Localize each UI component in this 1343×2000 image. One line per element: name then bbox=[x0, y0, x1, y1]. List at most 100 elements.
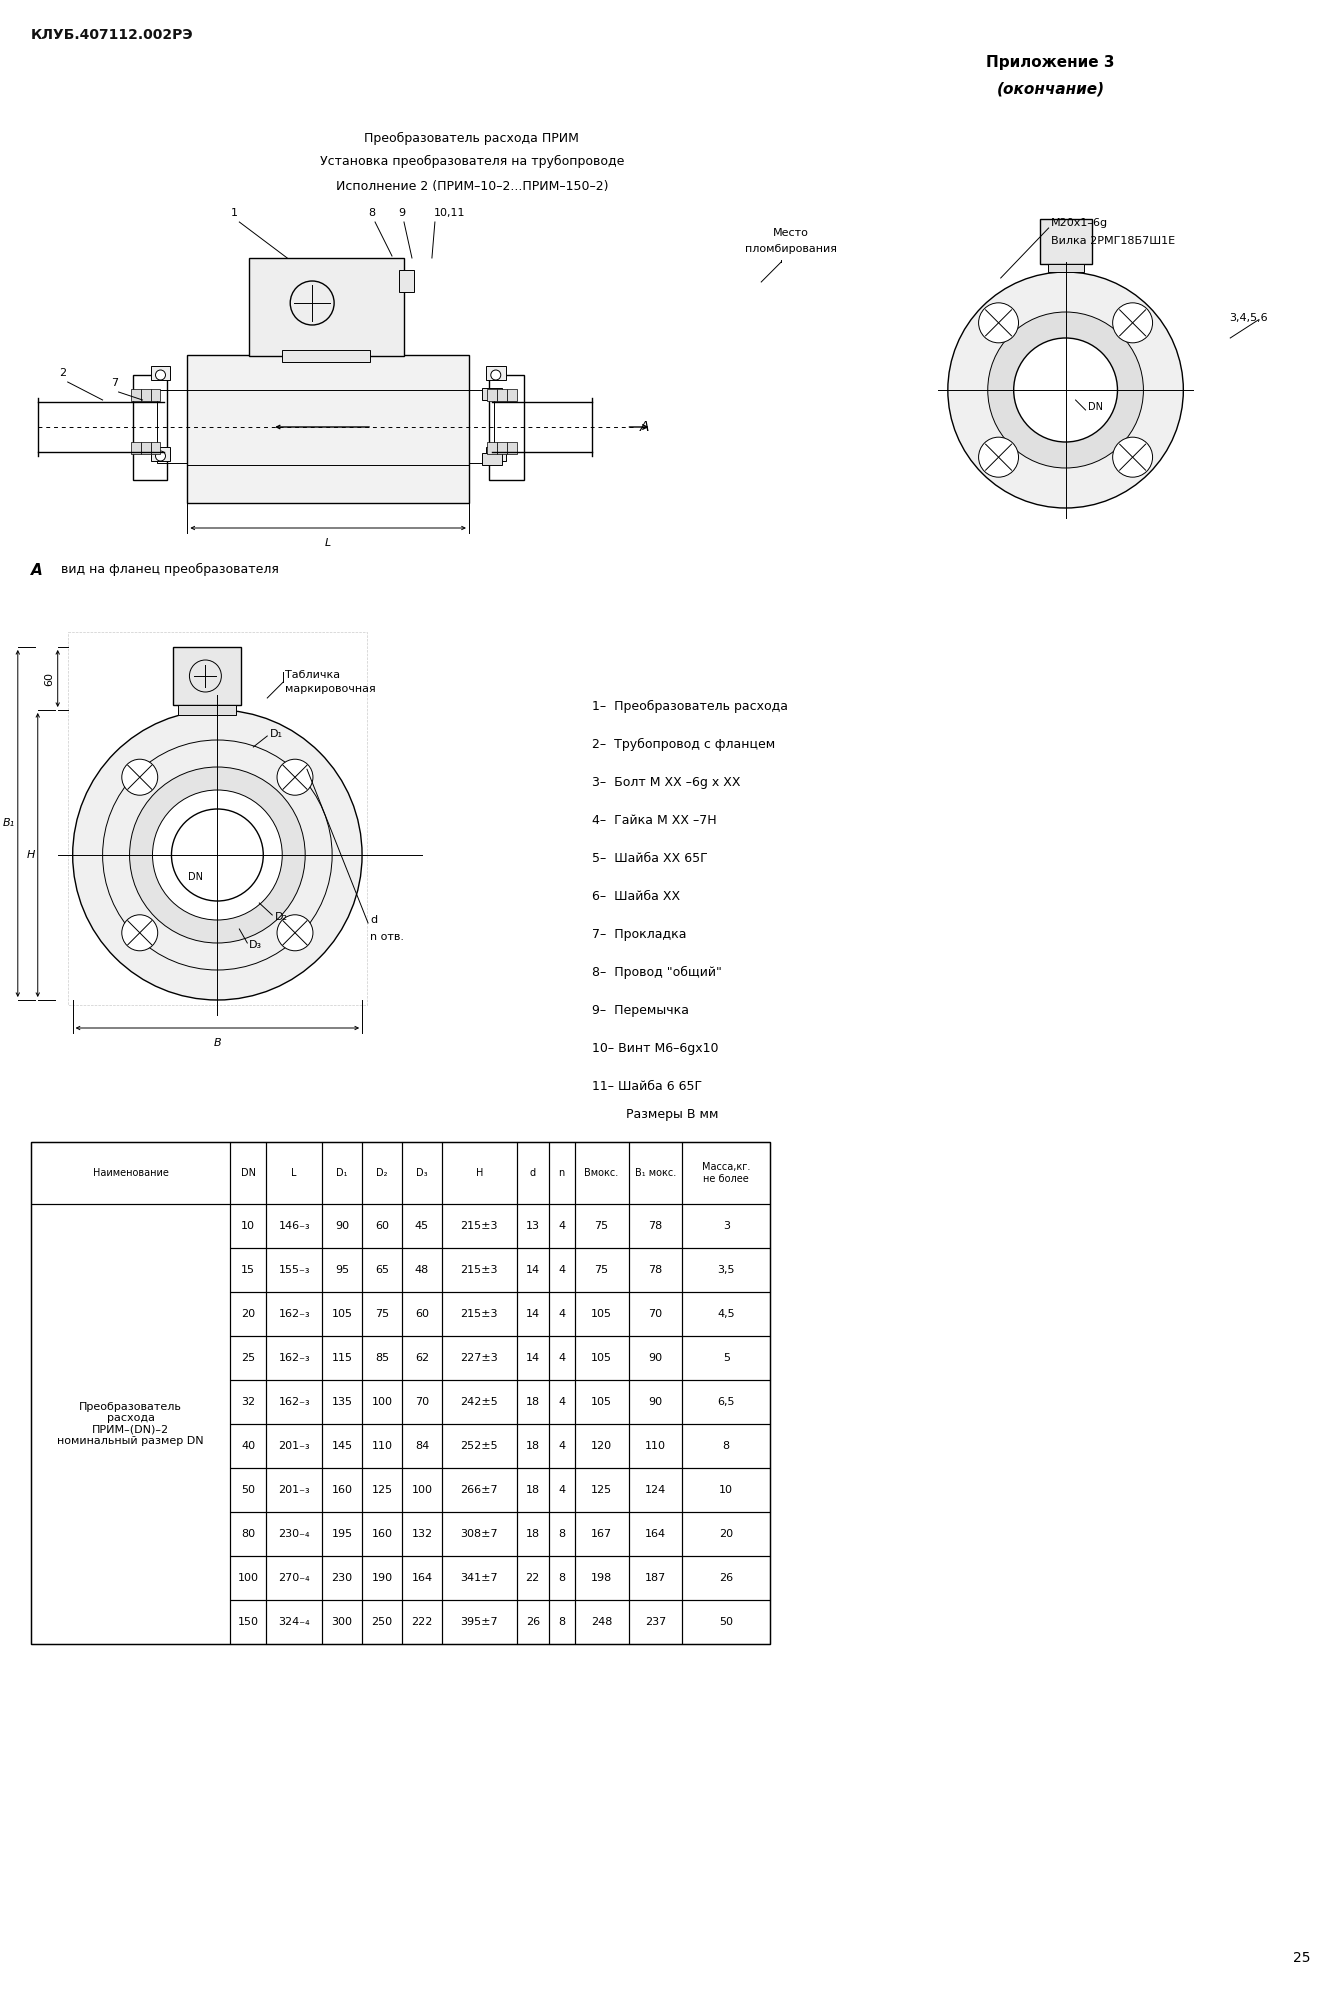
Text: 230: 230 bbox=[332, 1572, 353, 1584]
Text: 242±5: 242±5 bbox=[461, 1396, 498, 1408]
Bar bbox=[402, 1292, 442, 1336]
Text: 18: 18 bbox=[525, 1396, 540, 1408]
Bar bbox=[442, 1142, 517, 1204]
Bar bbox=[682, 1380, 770, 1424]
Text: 65: 65 bbox=[375, 1266, 389, 1276]
Text: 90: 90 bbox=[649, 1352, 662, 1364]
Bar bbox=[282, 350, 371, 362]
Text: 62: 62 bbox=[415, 1352, 428, 1364]
Text: 95: 95 bbox=[334, 1266, 349, 1276]
Text: 250: 250 bbox=[372, 1616, 392, 1628]
Bar bbox=[402, 1556, 442, 1600]
Bar bbox=[549, 1336, 575, 1380]
Bar bbox=[231, 1512, 266, 1556]
Bar bbox=[517, 1424, 549, 1468]
Bar bbox=[363, 1142, 402, 1204]
Bar bbox=[1048, 264, 1084, 272]
Text: 162₋₃: 162₋₃ bbox=[278, 1396, 310, 1408]
Bar bbox=[442, 1512, 517, 1556]
Text: 395±7: 395±7 bbox=[461, 1616, 498, 1628]
Bar bbox=[682, 1336, 770, 1380]
Bar bbox=[363, 1556, 402, 1600]
Text: 248: 248 bbox=[591, 1616, 612, 1628]
Bar bbox=[482, 388, 502, 400]
Text: 227±3: 227±3 bbox=[461, 1352, 498, 1364]
Text: 90: 90 bbox=[334, 1220, 349, 1230]
Circle shape bbox=[277, 760, 313, 796]
Bar bbox=[130, 442, 141, 454]
Circle shape bbox=[73, 710, 363, 1000]
Bar bbox=[517, 1142, 549, 1204]
Text: 20: 20 bbox=[720, 1528, 733, 1540]
Text: d: d bbox=[529, 1168, 536, 1178]
Circle shape bbox=[153, 790, 282, 920]
Bar bbox=[469, 390, 494, 464]
Text: 162₋₃: 162₋₃ bbox=[278, 1352, 310, 1364]
Text: 75: 75 bbox=[595, 1266, 608, 1276]
Circle shape bbox=[979, 302, 1018, 342]
Bar bbox=[682, 1142, 770, 1204]
Bar bbox=[682, 1556, 770, 1600]
Text: 160: 160 bbox=[332, 1484, 353, 1496]
Bar bbox=[549, 1556, 575, 1600]
Circle shape bbox=[122, 914, 157, 950]
Circle shape bbox=[948, 272, 1183, 508]
Text: n: n bbox=[559, 1168, 565, 1178]
Bar bbox=[517, 1468, 549, 1512]
Text: H: H bbox=[27, 850, 35, 860]
Bar bbox=[179, 706, 236, 716]
Bar bbox=[231, 1556, 266, 1600]
Bar bbox=[486, 448, 506, 462]
Text: 125: 125 bbox=[591, 1484, 612, 1496]
Circle shape bbox=[122, 760, 157, 796]
Text: 10: 10 bbox=[720, 1484, 733, 1496]
Text: 1: 1 bbox=[231, 208, 238, 218]
Text: Приложение 3: Приложение 3 bbox=[986, 54, 1115, 70]
Bar bbox=[363, 1424, 402, 1468]
Text: 4: 4 bbox=[559, 1308, 565, 1320]
Text: маркировочная: маркировочная bbox=[285, 684, 376, 694]
Text: 90: 90 bbox=[649, 1396, 662, 1408]
Bar bbox=[575, 1424, 629, 1468]
Text: 15: 15 bbox=[242, 1266, 255, 1276]
Bar bbox=[231, 1292, 266, 1336]
Text: 26: 26 bbox=[720, 1572, 733, 1584]
Text: 8: 8 bbox=[723, 1440, 729, 1452]
Text: 8: 8 bbox=[559, 1572, 565, 1584]
Text: 198: 198 bbox=[591, 1572, 612, 1584]
Text: 164: 164 bbox=[645, 1528, 666, 1540]
Text: 75: 75 bbox=[595, 1220, 608, 1230]
Text: 132: 132 bbox=[411, 1528, 432, 1540]
Text: 6,5: 6,5 bbox=[717, 1396, 735, 1408]
Text: 2–  Трубопровод с фланцем: 2– Трубопровод с фланцем bbox=[591, 738, 775, 752]
Bar bbox=[497, 442, 506, 454]
Text: 85: 85 bbox=[375, 1352, 389, 1364]
Text: 32: 32 bbox=[242, 1396, 255, 1408]
Text: Bмокс.: Bмокс. bbox=[584, 1168, 619, 1178]
Text: 201₋₃: 201₋₃ bbox=[278, 1440, 310, 1452]
Text: 8: 8 bbox=[559, 1528, 565, 1540]
Text: 80: 80 bbox=[242, 1528, 255, 1540]
Bar bbox=[442, 1292, 517, 1336]
Bar bbox=[31, 1142, 770, 1644]
Text: 230₋₄: 230₋₄ bbox=[278, 1528, 310, 1540]
Bar bbox=[231, 1600, 266, 1644]
Bar bbox=[506, 442, 517, 454]
Text: A: A bbox=[639, 420, 649, 434]
Bar bbox=[575, 1556, 629, 1600]
Text: Исполнение 2 (ПРИМ–10–2...ПРИМ–150–2): Исполнение 2 (ПРИМ–10–2...ПРИМ–150–2) bbox=[336, 180, 608, 194]
Circle shape bbox=[1014, 338, 1117, 442]
Text: 70: 70 bbox=[415, 1396, 428, 1408]
Text: 4: 4 bbox=[559, 1266, 565, 1276]
Text: Масса,кг.
не более: Масса,кг. не более bbox=[702, 1162, 751, 1184]
Bar bbox=[231, 1336, 266, 1380]
Bar bbox=[442, 1248, 517, 1292]
Bar bbox=[442, 1204, 517, 1248]
Text: 222: 222 bbox=[411, 1616, 432, 1628]
Bar bbox=[322, 1204, 363, 1248]
Bar bbox=[549, 1380, 575, 1424]
Text: Преобразователь
расхода
ПРИМ–(DN)–2
номинальный размер DN: Преобразователь расхода ПРИМ–(DN)–2 номи… bbox=[58, 1402, 204, 1446]
Text: 5–  Шайба ХХ 65Г: 5– Шайба ХХ 65Г bbox=[591, 852, 708, 864]
Text: 18: 18 bbox=[525, 1440, 540, 1452]
Circle shape bbox=[490, 370, 501, 380]
